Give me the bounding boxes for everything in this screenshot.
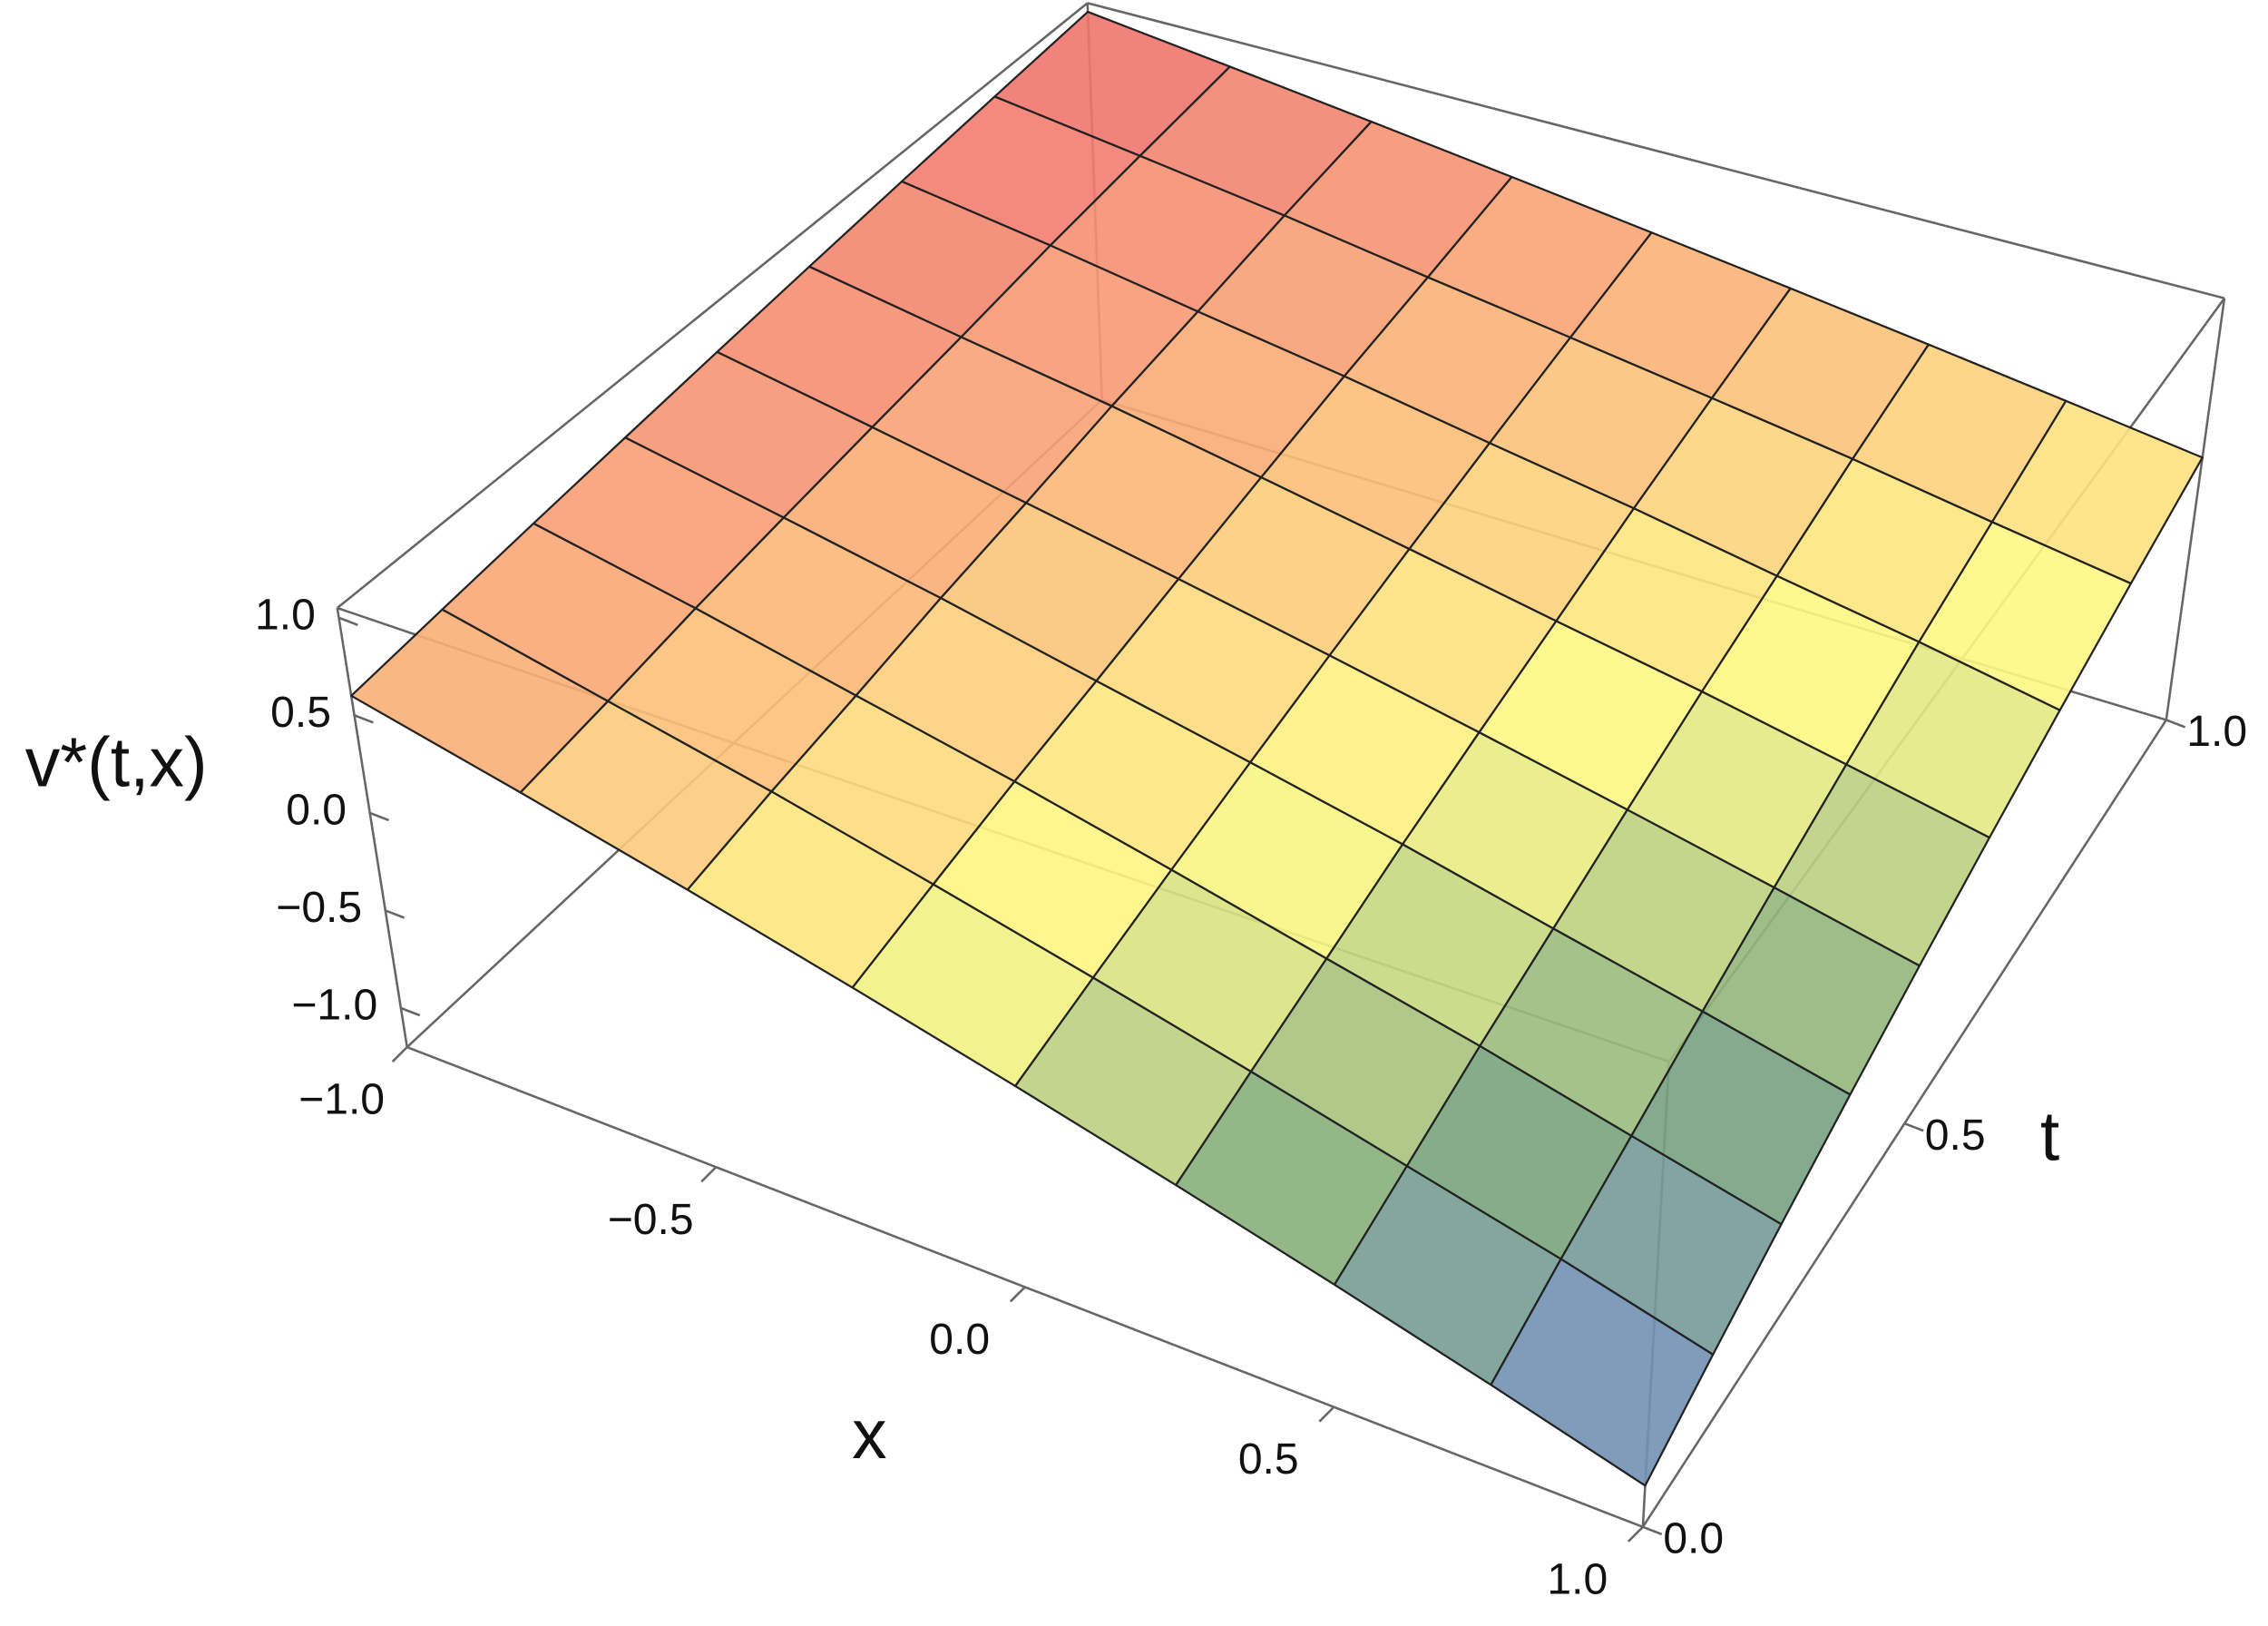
box-edge — [1087, 2, 2225, 299]
t-tick — [1642, 1525, 1663, 1536]
axes: −1.0 −0.5 0.0 0.5 1.0 0.0 0.5 1.0 −1.0 −0.5 0.0 0.5… — [255, 590, 2247, 1603]
t-tick-label: 0.5 — [1925, 1111, 1986, 1160]
box-edge — [2165, 298, 2226, 720]
surface — [350, 10, 2204, 1487]
z-tick — [400, 1006, 421, 1017]
x-tick-label: 1.0 — [1547, 1554, 1608, 1603]
x-axis-title: x — [852, 1396, 886, 1474]
box-edge — [336, 607, 408, 1048]
x-tick — [700, 1166, 718, 1183]
t-tick-label: 1.0 — [2186, 707, 2247, 756]
t-tick-label: 0.0 — [1663, 1514, 1724, 1563]
z-tick-label: 1.0 — [255, 590, 316, 639]
z-tick-label: 0.0 — [286, 786, 347, 835]
z-tick-label: −0.5 — [276, 883, 362, 932]
z-tick-label: 0.5 — [270, 688, 331, 737]
x-tick — [1627, 1525, 1644, 1543]
z-tick — [369, 811, 389, 822]
x-tick-label: 0.0 — [929, 1315, 990, 1364]
z-tick — [354, 714, 374, 724]
z-tick-label: −1.0 — [291, 981, 377, 1030]
box-edge — [336, 2, 1089, 610]
z-tick — [385, 909, 406, 919]
x-tick — [391, 1046, 408, 1063]
surface-patch — [1490, 1258, 1715, 1487]
t-axis-title: t — [2040, 1097, 2059, 1175]
x-tick-label: −0.5 — [608, 1195, 694, 1244]
x-tick — [1009, 1286, 1026, 1303]
z-axis-title: v*(t,x) — [25, 724, 208, 802]
x-tick — [1318, 1406, 1335, 1423]
z-tick — [338, 616, 358, 627]
x-tick-label: −1.0 — [298, 1075, 385, 1124]
t-tick — [2165, 719, 2186, 729]
x-tick-label: 0.5 — [1238, 1435, 1299, 1484]
t-tick — [1903, 1122, 1924, 1132]
